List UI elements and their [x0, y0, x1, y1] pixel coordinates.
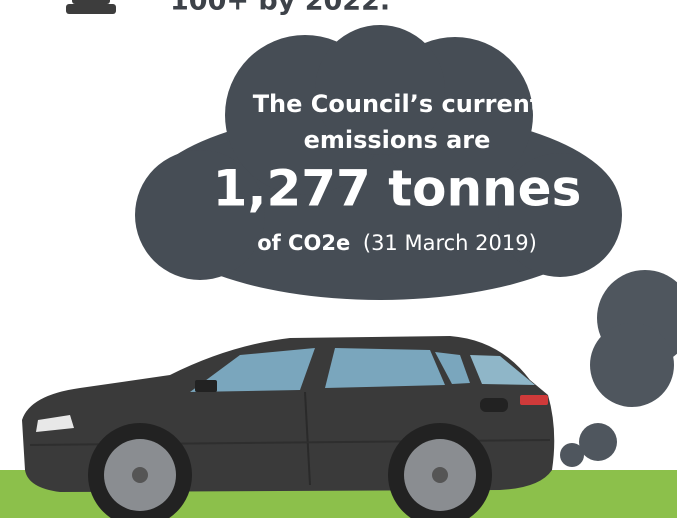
page: 100+ by 2022. The Council’s current emis… [0, 0, 677, 518]
car [22, 336, 554, 518]
cloud-footer: of CO2e (31 March 2019) [257, 231, 537, 255]
emissions-amount: 1,277 tonnes [213, 160, 582, 218]
cloud-line: The Council’s current [253, 90, 542, 118]
smoke [560, 270, 677, 467]
date: (31 March 2019) [363, 231, 537, 255]
cloud-line: emissions are [304, 126, 491, 154]
infographic: 100+ by 2022. The Council’s current emis… [0, 0, 677, 518]
header-fragment: 100+ by 2022. [170, 0, 390, 17]
person-icon [66, 0, 116, 14]
cloud-text: The Council’s current emissions are 1,27… [213, 90, 582, 255]
unit: of CO2e [257, 231, 350, 255]
